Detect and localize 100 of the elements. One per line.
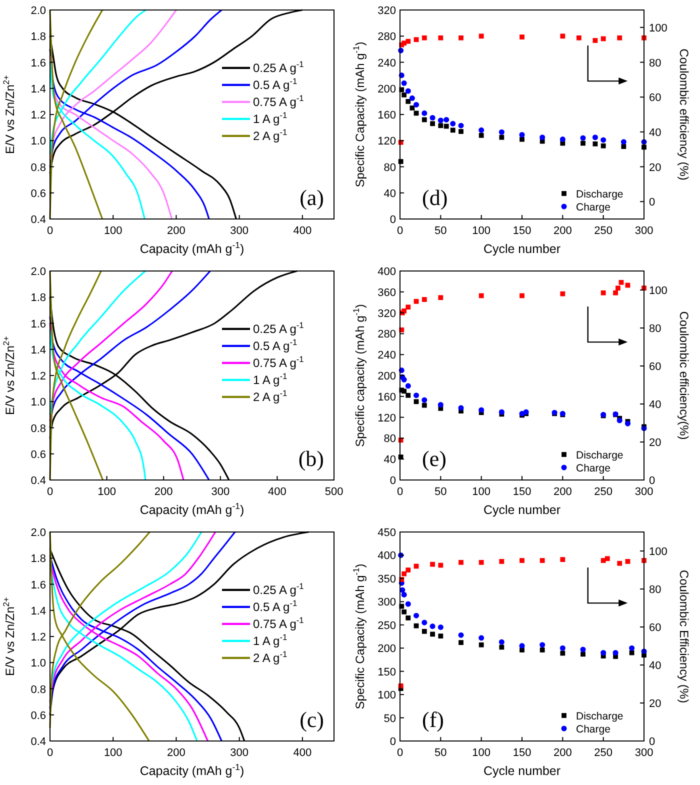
- x-tick-label: 200: [167, 747, 186, 759]
- point: [478, 293, 484, 298]
- y-tick-label: 0.8: [30, 684, 46, 696]
- y-tick-label: 1.0: [30, 658, 46, 670]
- legend-label: 0.75 A g$^{-1}$: [253, 614, 304, 631]
- point: [422, 110, 428, 116]
- point: [414, 298, 419, 304]
- point: [450, 128, 456, 133]
- legend-label: 0.25 A g$^{-1}$: [253, 320, 304, 336]
- x-tick-label: 0: [46, 486, 54, 498]
- y-tick-label: 0.6: [30, 448, 46, 461]
- x-tick-label: 150: [512, 225, 532, 237]
- x-tick-label: 100: [472, 225, 491, 237]
- point: [458, 632, 464, 638]
- point: [401, 376, 407, 382]
- legend-label: 1 A g$^{-1}$: [253, 632, 288, 648]
- point: [406, 615, 411, 620]
- point: [422, 402, 427, 408]
- y-tick-label: 1.2: [30, 370, 46, 382]
- point: [422, 620, 428, 626]
- x-axis-title: Capacity (mAh g$^{-1}$): [140, 240, 244, 256]
- point: [498, 639, 504, 645]
- legend-label: 0.5 A g$^{-1}$: [253, 598, 298, 614]
- point: [422, 117, 427, 122]
- legend-label: Discharge: [576, 450, 624, 462]
- y-tick-label: 0: [390, 736, 396, 748]
- point: [520, 136, 524, 142]
- point: [406, 304, 411, 310]
- y2-tick-label: 60: [649, 361, 662, 373]
- point: [438, 118, 444, 124]
- y-tick-label: 1.0: [30, 136, 46, 148]
- x-tick-label: 200: [553, 225, 572, 237]
- y2-tick-label: 40: [649, 126, 662, 139]
- x-axis-title: Cycle number: [483, 242, 561, 256]
- x-tick-label: 100: [104, 225, 122, 237]
- y-tick-label: 0.6: [30, 710, 46, 722]
- y-tick-label: 320: [378, 308, 396, 320]
- legend-label: 1 A g$^{-1}$: [253, 370, 288, 387]
- line-series: [49, 9, 104, 220]
- x-tick-label: 300: [634, 486, 654, 498]
- point: [592, 141, 598, 146]
- point: [430, 624, 436, 630]
- y-tick-label: 50: [384, 712, 396, 725]
- point: [600, 137, 606, 143]
- point: [520, 293, 524, 298]
- y-tick-label: 160: [378, 391, 396, 404]
- point: [430, 632, 435, 637]
- y-tick-label: 200: [378, 83, 396, 96]
- y-tick-label: 400: [378, 550, 396, 562]
- y-tick-label: 200: [378, 370, 396, 382]
- point: [430, 121, 435, 126]
- point: [438, 562, 444, 568]
- x-tick-label: 100: [98, 486, 116, 498]
- point: [613, 290, 618, 296]
- point: [540, 558, 545, 563]
- point: [402, 92, 407, 98]
- point: [600, 36, 606, 42]
- annotation: (c): [300, 707, 324, 732]
- legend-label: 2 A g$^{-1}$: [253, 126, 288, 143]
- point: [498, 409, 504, 415]
- x-tick-label: 400: [293, 225, 312, 237]
- legend-label: Charge: [576, 724, 611, 736]
- y-tick-label: 120: [378, 412, 396, 424]
- annotation: (a): [300, 185, 324, 210]
- y2-tick-label: 100: [649, 546, 668, 558]
- point: [402, 609, 407, 614]
- point: [498, 129, 504, 135]
- y-tick-label: 280: [378, 328, 396, 341]
- point: [405, 601, 411, 607]
- y-tick-label: 120: [378, 136, 396, 148]
- y-tick-label: 1.8: [30, 292, 46, 304]
- point: [405, 88, 411, 94]
- y-tick-label: 400: [378, 266, 396, 278]
- x-tick-label: 400: [268, 486, 286, 498]
- y-tick-label: 360: [378, 286, 396, 299]
- point: [519, 132, 525, 138]
- y2-axis-title: Coulombic efficiency(%): [677, 311, 691, 440]
- x-tick-label: 300: [211, 486, 230, 498]
- point: [438, 35, 444, 40]
- point: [444, 116, 450, 122]
- y-tick-label: 450: [378, 527, 396, 539]
- y-tick-label: 1.8: [30, 31, 46, 44]
- x-axis-title: Cycle number: [483, 503, 561, 517]
- point: [616, 418, 622, 424]
- point: [540, 642, 546, 648]
- point: [618, 280, 624, 285]
- x-tick-label: 300: [634, 747, 654, 759]
- y-tick-label: 2.0: [30, 5, 46, 17]
- point: [560, 136, 566, 142]
- point: [402, 571, 407, 576]
- legend-label: Charge: [576, 462, 611, 474]
- point: [405, 383, 411, 389]
- point: [438, 295, 444, 300]
- point: [520, 34, 524, 40]
- y2-tick-label: 0: [649, 736, 656, 748]
- point: [478, 560, 484, 565]
- point: [438, 123, 444, 128]
- legend-label: 0.75 A g$^{-1}$: [253, 92, 304, 109]
- point: [520, 558, 524, 563]
- x-tick-label: 250: [594, 225, 613, 237]
